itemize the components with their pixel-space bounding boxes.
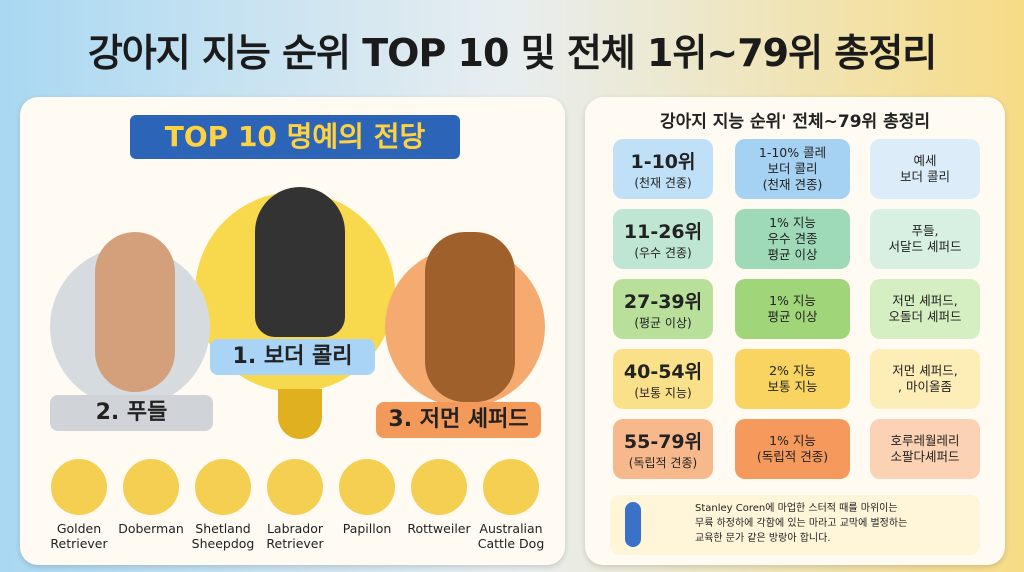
note-box — [610, 495, 980, 555]
podium-label: 3. 저먼 셰퍼드 — [376, 402, 541, 438]
ranking-panel: 강아지 지능 순위' 전체~79위 총정리 Stanley Coren에 마업한… — [585, 97, 1005, 565]
breed-icon — [195, 459, 251, 515]
dog-icon — [255, 187, 345, 337]
rank-range: 11-26위 — [623, 221, 703, 243]
breed-name: Rottweiler — [407, 521, 471, 536]
breed-icon — [123, 459, 179, 515]
top10-panel: TOP 10 명예의 전당 1. 보더 콜리 2. 푸들 3. 저먼 셰퍼드 Gold… — [20, 97, 565, 565]
banner: TOP 10 명예의 전당 — [130, 115, 460, 159]
breed-name: Shetland Sheepdog — [191, 521, 255, 551]
rank-group: (보통 지능) — [634, 386, 692, 400]
breed-name: Papillon — [342, 521, 392, 536]
person-icon — [625, 502, 641, 547]
note-text: Stanley Coren에 마업한 스터적 때를 마위이는 무륙 하정하에 각… — [695, 503, 908, 544]
breed-icon — [51, 459, 107, 515]
rank-group: (우수 견종) — [634, 246, 692, 260]
rank-range: 27-39위 — [623, 291, 703, 313]
desc-cell: 1% 지능 우수 견종 평균 이상 — [735, 209, 850, 269]
breed-icon — [339, 459, 395, 515]
breed-name: Labrador Retriever — [266, 521, 324, 551]
rank-range: 1-10위 — [630, 151, 696, 173]
example-cell: 푸들, 서달드 셰퍼드 — [870, 209, 980, 269]
example-cell: 저먼 셰퍼드, , 마이올좀 — [870, 349, 980, 409]
podium-label: 1. 보더 콜리 — [210, 339, 375, 375]
breed-icon — [411, 459, 467, 515]
example-cell: 호루레월레리 소팔다셰퍼드 — [870, 419, 980, 479]
breed-icon — [267, 459, 323, 515]
range-cell: 40-54위 (보통 지능) — [613, 349, 713, 409]
rank-range: 40-54위 — [623, 361, 703, 383]
rank-range: 55-79위 — [623, 431, 703, 453]
page-title: 강아지 지능 순위 TOP 10 및 전체 1위~79위 총정리 — [87, 31, 937, 75]
desc-cell: 1% 지능 (독립적 견종) — [735, 419, 850, 479]
breed-icon — [483, 459, 539, 515]
panel-title: 강아지 지능 순위' 전체~79위 총정리 — [659, 112, 931, 132]
breed-name: Australian Cattle Dog — [477, 521, 545, 551]
dog-icon — [95, 232, 175, 392]
breed-name: Doberman — [118, 521, 184, 536]
trophy — [278, 389, 322, 439]
rank-group: (독립적 견종) — [628, 456, 698, 470]
desc-cell: 1-10% 콜레 보더 콜리 (천재 견종) — [735, 139, 850, 199]
range-cell: 55-79위 (독립적 견종) — [613, 419, 713, 479]
range-cell: 27-39위 (평균 이상) — [613, 279, 713, 339]
example-cell: 예세 보더 콜리 — [870, 139, 980, 199]
range-cell: 11-26위 (우수 견종) — [613, 209, 713, 269]
dog-icon — [425, 232, 515, 402]
range-cell: 1-10위 (천재 견종) — [613, 139, 713, 199]
rank-group: (천재 견종) — [634, 176, 692, 190]
breed-name: Golden Retriever — [50, 521, 108, 551]
example-cell: 저먼 셰퍼드, 오돌더 셰퍼드 — [870, 279, 980, 339]
rank-group: (평균 이상) — [634, 316, 692, 330]
podium-label: 2. 푸들 — [50, 395, 213, 431]
desc-cell: 1% 지능 평균 이상 — [735, 279, 850, 339]
desc-cell: 2% 지능 보통 지능 — [735, 349, 850, 409]
